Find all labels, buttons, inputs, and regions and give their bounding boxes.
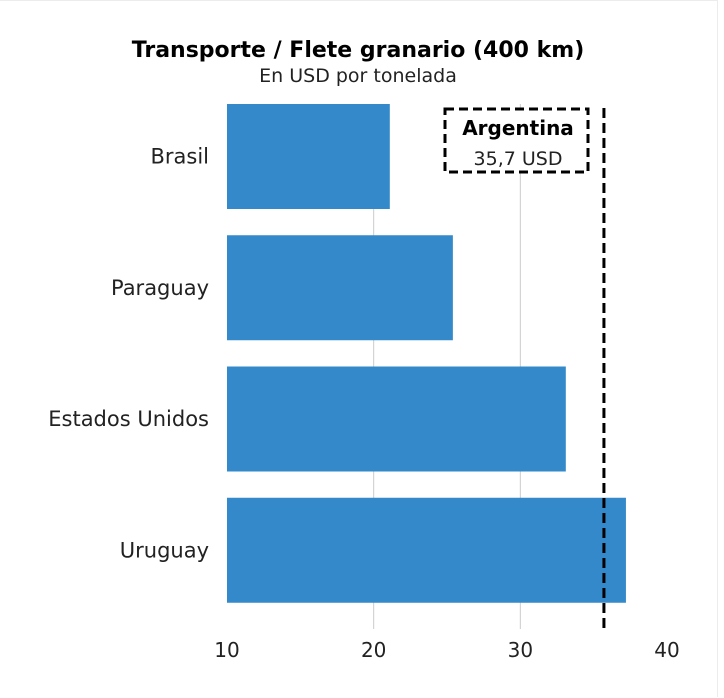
- x-tick-label: 30: [508, 638, 533, 662]
- argentina-annotation: Argentina 35,7 USD: [443, 107, 590, 174]
- annotation-value: 35,7 USD: [474, 148, 563, 170]
- category-labels: Brasil Paraguay Estados Unidos Uruguay: [48, 145, 209, 563]
- category-label: Brasil: [150, 145, 209, 169]
- category-label: Paraguay: [111, 276, 209, 300]
- chart-title: Transporte / Flete granario (400 km): [132, 38, 585, 63]
- x-axis-ticks: 10 20 30 40: [214, 638, 679, 662]
- bar: [227, 497, 626, 603]
- category-label: Estados Unidos: [48, 407, 209, 431]
- annotation-title: Argentina: [462, 116, 574, 140]
- category-label: Uruguay: [120, 538, 209, 562]
- x-tick-label: 40: [654, 638, 679, 662]
- bar: [227, 235, 453, 341]
- bar: [227, 366, 566, 472]
- x-tick-label: 20: [361, 638, 386, 662]
- bars: [227, 104, 626, 603]
- bar: [227, 104, 390, 209]
- x-tick-label: 10: [214, 638, 239, 662]
- annotation-box: [443, 107, 590, 174]
- chart-subtitle: En USD por tonelada: [259, 65, 457, 87]
